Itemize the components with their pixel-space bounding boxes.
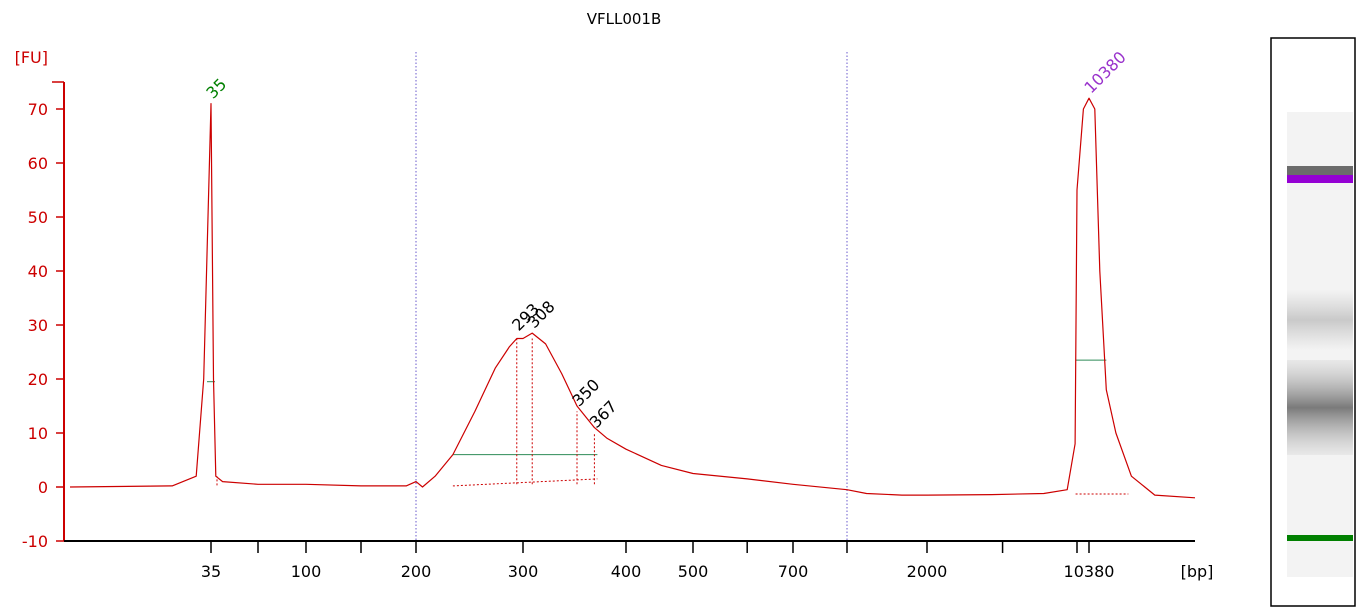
y-tick-label: 50: [28, 208, 48, 227]
y-axis-label: [FU]: [15, 48, 48, 67]
y-tick-label: 20: [28, 370, 48, 389]
gel-upper-marker-band: [1287, 175, 1353, 183]
x-tick-label: 500: [678, 562, 709, 581]
x-tick-label: 400: [611, 562, 642, 581]
region-floor: [452, 478, 598, 487]
y-tick-label: 30: [28, 316, 48, 335]
y-tick-label: -10: [22, 532, 48, 551]
gel-band-smear: [1287, 290, 1353, 350]
trace-layer: [69, 97, 1196, 499]
y-tick-label: 70: [28, 100, 48, 119]
x-tick-label: 10380: [1064, 562, 1115, 581]
x-tick-label: 200: [401, 562, 432, 581]
peak-regions: [207, 338, 1129, 495]
peak-label: 35: [202, 75, 230, 103]
axes: [FU] -10 0 10 20 30 40 50 60 70 35 100 200 300 400 500 7…: [15, 48, 1214, 581]
x-tick-label: 300: [508, 562, 539, 581]
x-tick-label: 35: [201, 562, 221, 581]
peak-label: 367: [586, 397, 621, 432]
peak-label: 10380: [1080, 48, 1129, 97]
gel-lane: [1270, 37, 1356, 607]
gel-band-upper-shadow: [1287, 166, 1353, 176]
electropherogram-trace: [69, 97, 1196, 499]
y-tick-label: 0: [38, 478, 48, 497]
x-axis-label: [bp]: [1181, 562, 1214, 581]
gel-lower-marker-band: [1287, 535, 1353, 541]
y-tick-label: 40: [28, 262, 48, 281]
x-tick-label: 700: [778, 562, 809, 581]
x-tick-label: 100: [291, 562, 322, 581]
y-tick-label: 10: [28, 424, 48, 443]
chart-title: VFLL001B: [587, 10, 662, 28]
gel-band-main: [1287, 360, 1353, 455]
y-tick-label: 60: [28, 154, 48, 173]
x-tick-label: 2000: [907, 562, 948, 581]
alignment-marker-lines: [415, 52, 848, 541]
